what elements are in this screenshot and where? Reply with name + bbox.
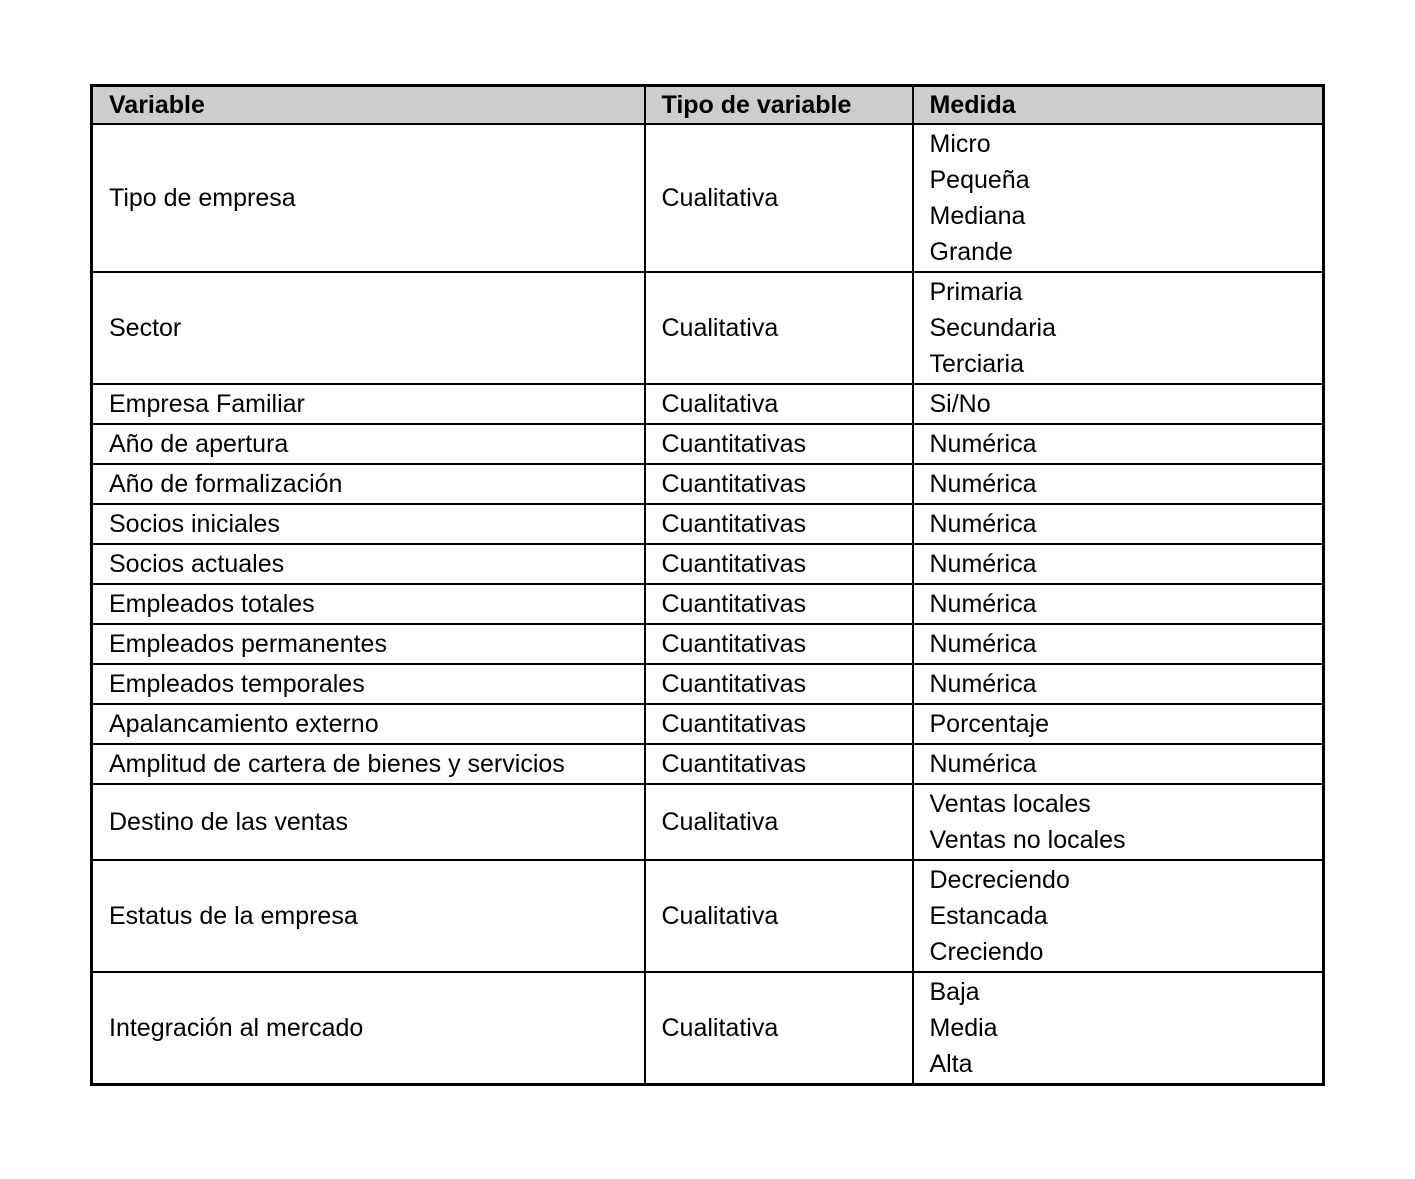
cell-variable: Estatus de la empresa (90, 859, 646, 973)
table-row: Empresa Familiar Cualitativa Si/No (90, 383, 1325, 425)
table-row: Año de apertura Cuantitativas Numérica (90, 423, 1325, 465)
table-row: Tipo de empresa Cualitativa Micro Pequeña Me… (90, 123, 1325, 273)
medida-line: Alta (929, 1050, 973, 1078)
cell-tipo-de-variable: Cualitativa (643, 383, 914, 425)
cell-variable: Empleados temporales (90, 663, 646, 705)
cell-medida: Primaria Secundaria Terciaria (911, 271, 1325, 385)
table-row: Sector Cualitativa Primaria Secundaria Terci… (90, 271, 1325, 385)
medida-line: Numérica (929, 670, 1037, 698)
medida-line: Terciaria (929, 350, 1024, 378)
cell-medida: Micro Pequeña Mediana Grande (911, 123, 1325, 273)
header-medida: Medida (911, 84, 1325, 125)
table-row: Socios iniciales Cuantitativas Numérica (90, 503, 1325, 545)
medida-line: Numérica (929, 510, 1037, 538)
medida-line: Secundaria (929, 314, 1056, 342)
cell-variable: Socios actuales (90, 543, 646, 585)
table-row: Empleados totales Cuantitativas Numérica (90, 583, 1325, 625)
cell-variable: Año de apertura (90, 423, 646, 465)
cell-medida: Numérica (911, 463, 1325, 505)
cell-medida: Si/No (911, 383, 1325, 425)
table-row: Socios actuales Cuantitativas Numérica (90, 543, 1325, 585)
medida-line: Grande (929, 238, 1013, 266)
medida-line: Numérica (929, 630, 1037, 658)
medida-line: Porcentaje (929, 710, 1050, 738)
cell-tipo-de-variable: Cualitativa (643, 971, 914, 1086)
table-row: Estatus de la empresa Cualitativa Decrecie… (90, 859, 1325, 973)
cell-medida: Baja Media Alta (911, 971, 1325, 1086)
medida-line: Media (929, 1014, 998, 1042)
cell-variable: Destino de las ventas (90, 783, 646, 861)
cell-medida: Porcentaje (911, 703, 1325, 745)
medida-line: Mediana (929, 202, 1026, 230)
medida-line: Ventas no locales (929, 826, 1126, 854)
medida-line: Baja (929, 978, 980, 1006)
table-row: Empleados temporales Cuantitativas Numéric… (90, 663, 1325, 705)
cell-tipo-de-variable: Cuantitativas (643, 463, 914, 505)
cell-variable: Apalancamiento externo (90, 703, 646, 745)
header-variable: Variable (90, 84, 646, 125)
table-row: Año de formalización Cuantitativas Numéric… (90, 463, 1325, 505)
table-body: Tipo de empresa Cualitativa Micro Pequeña Me… (90, 123, 1325, 1086)
cell-medida: Numérica (911, 743, 1325, 785)
cell-tipo-de-variable: Cuantitativas (643, 623, 914, 665)
header-tipo-de-variable: Tipo de variable (643, 84, 914, 125)
table-row: Apalancamiento externo Cuantitativas Porce… (90, 703, 1325, 745)
medida-line: Ventas locales (929, 790, 1091, 818)
medida-line: Numérica (929, 750, 1037, 778)
cell-tipo-de-variable: Cuantitativas (643, 543, 914, 585)
cell-tipo-de-variable: Cuantitativas (643, 743, 914, 785)
cell-medida: Numérica (911, 423, 1325, 465)
table-row: Integración al mercado Cualitativa Baja Med… (90, 971, 1325, 1086)
table-header-row: Variable Tipo de variable Medida (90, 84, 1325, 125)
medida-line: Numérica (929, 470, 1037, 498)
variables-table-container: Variable Tipo de variable Medida Tipo de… (90, 84, 1325, 1086)
medida-line: Estancada (929, 902, 1048, 930)
cell-variable: Sector (90, 271, 646, 385)
cell-tipo-de-variable: Cualitativa (643, 859, 914, 973)
cell-medida: Decreciendo Estancada Creciendo (911, 859, 1325, 973)
medida-line: Micro (929, 130, 991, 158)
medida-line: Numérica (929, 550, 1037, 578)
cell-tipo-de-variable: Cuantitativas (643, 703, 914, 745)
cell-variable: Empleados permanentes (90, 623, 646, 665)
cell-medida: Numérica (911, 543, 1325, 585)
cell-medida: Numérica (911, 623, 1325, 665)
cell-medida: Numérica (911, 663, 1325, 705)
table-row: Empleados permanentes Cuantitativas Numéri… (90, 623, 1325, 665)
cell-variable: Año de formalización (90, 463, 646, 505)
medida-line: Numérica (929, 430, 1037, 458)
cell-medida: Ventas locales Ventas no locales (911, 783, 1325, 861)
cell-medida: Numérica (911, 583, 1325, 625)
medida-line: Decreciendo (929, 866, 1070, 894)
cell-tipo-de-variable: Cuantitativas (643, 503, 914, 545)
cell-tipo-de-variable: Cuantitativas (643, 583, 914, 625)
variables-table: Variable Tipo de variable Medida Tipo de… (90, 84, 1325, 1086)
table-row: Destino de las ventas Cualitativa Ventas l… (90, 783, 1325, 861)
cell-medida: Numérica (911, 503, 1325, 545)
cell-variable: Empleados totales (90, 583, 646, 625)
medida-line: Primaria (929, 278, 1023, 306)
cell-variable: Socios iniciales (90, 503, 646, 545)
cell-tipo-de-variable: Cuantitativas (643, 423, 914, 465)
cell-variable: Empresa Familiar (90, 383, 646, 425)
table-row: Amplitud de cartera de bienes y servicio… (90, 743, 1325, 785)
cell-tipo-de-variable: Cuantitativas (643, 663, 914, 705)
cell-variable: Tipo de empresa (90, 123, 646, 273)
cell-tipo-de-variable: Cualitativa (643, 783, 914, 861)
cell-tipo-de-variable: Cualitativa (643, 271, 914, 385)
medida-line: Creciendo (929, 938, 1044, 966)
medida-line: Numérica (929, 590, 1037, 618)
medida-line: Pequeña (929, 166, 1030, 194)
cell-variable: Amplitud de cartera de bienes y servicio… (90, 743, 646, 785)
cell-tipo-de-variable: Cualitativa (643, 123, 914, 273)
medida-line: Si/No (929, 390, 991, 418)
cell-variable: Integración al mercado (90, 971, 646, 1086)
